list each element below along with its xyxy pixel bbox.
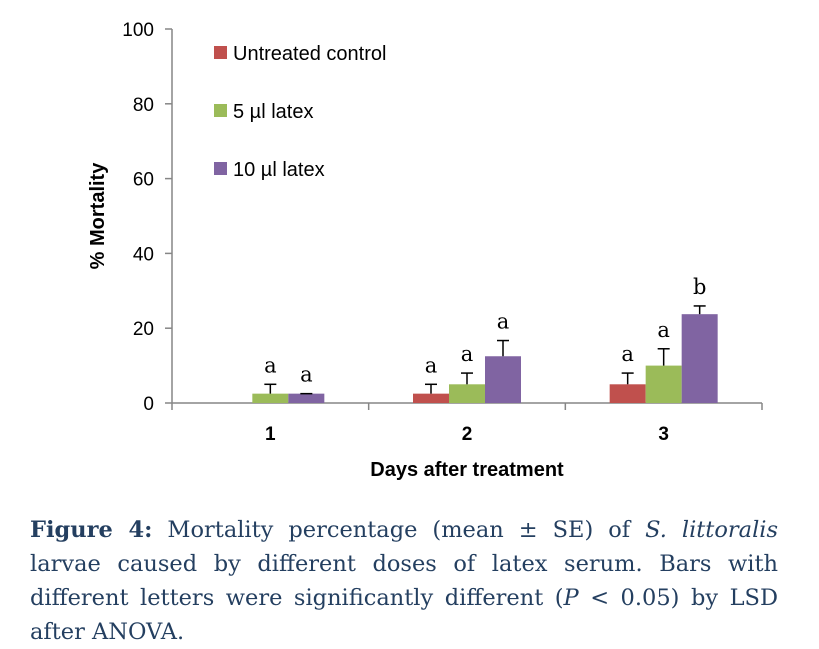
- significance-letter: a: [425, 353, 438, 377]
- legend: Untreated control 5 µl latex 10 µl latex: [214, 43, 386, 181]
- caption-species: S. littoralis: [645, 517, 779, 543]
- y-tick-label: 40: [133, 244, 154, 265]
- y-tick-label: 100: [122, 20, 154, 41]
- legend-swatch: [214, 104, 227, 117]
- caption-lead: Figure 4:: [30, 517, 153, 543]
- significance-letter: a: [657, 318, 670, 342]
- x-axis-label: Days after treatment: [370, 459, 564, 481]
- legend-swatch: [214, 162, 227, 175]
- legend-label: 10 µl latex: [233, 159, 325, 181]
- bar: [288, 393, 325, 403]
- y-tick-label: 80: [133, 95, 154, 116]
- bar: [681, 314, 718, 403]
- significance-letter: b: [693, 275, 706, 299]
- bar: [413, 393, 449, 403]
- x-axis: 1 2 3: [171, 402, 763, 445]
- caption-p-symbol: P: [563, 585, 579, 611]
- x-tick-label: 3: [658, 424, 669, 445]
- legend-label: Untreated control: [233, 43, 386, 65]
- y-tick-label: 20: [133, 319, 154, 340]
- bar: [609, 384, 646, 403]
- y-axis-label: % Mortality: [87, 162, 109, 270]
- bar: [252, 393, 289, 403]
- y-tick-label: 0: [143, 394, 154, 415]
- significance-letter: a: [621, 342, 634, 366]
- significance-letter: a: [497, 310, 510, 334]
- x-tick-label: 2: [462, 424, 473, 445]
- bar: [485, 356, 521, 403]
- error-bars: [264, 305, 706, 395]
- significance-letter: a: [461, 342, 474, 366]
- legend-label: 5 µl latex: [233, 101, 313, 123]
- significance-letter: a: [264, 353, 277, 377]
- bar: [645, 365, 682, 403]
- legend-swatch: [214, 46, 227, 59]
- y-axis: 0 20 40 60 80 100: [122, 20, 173, 415]
- x-tick-label: 1: [265, 424, 276, 445]
- caption-text-2: larvae caused by different doses of late…: [30, 551, 778, 611]
- bar: [449, 384, 485, 403]
- significance-letter: a: [300, 363, 313, 387]
- bars: [252, 314, 718, 403]
- y-tick-label: 60: [133, 170, 154, 191]
- caption-text-1: Mortality percentage (mean ± SE) of: [152, 517, 646, 543]
- figure-caption: Figure 4: Mortality percentage (mean ± S…: [30, 513, 778, 649]
